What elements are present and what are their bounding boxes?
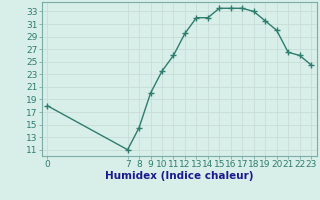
X-axis label: Humidex (Indice chaleur): Humidex (Indice chaleur) [105, 171, 253, 181]
